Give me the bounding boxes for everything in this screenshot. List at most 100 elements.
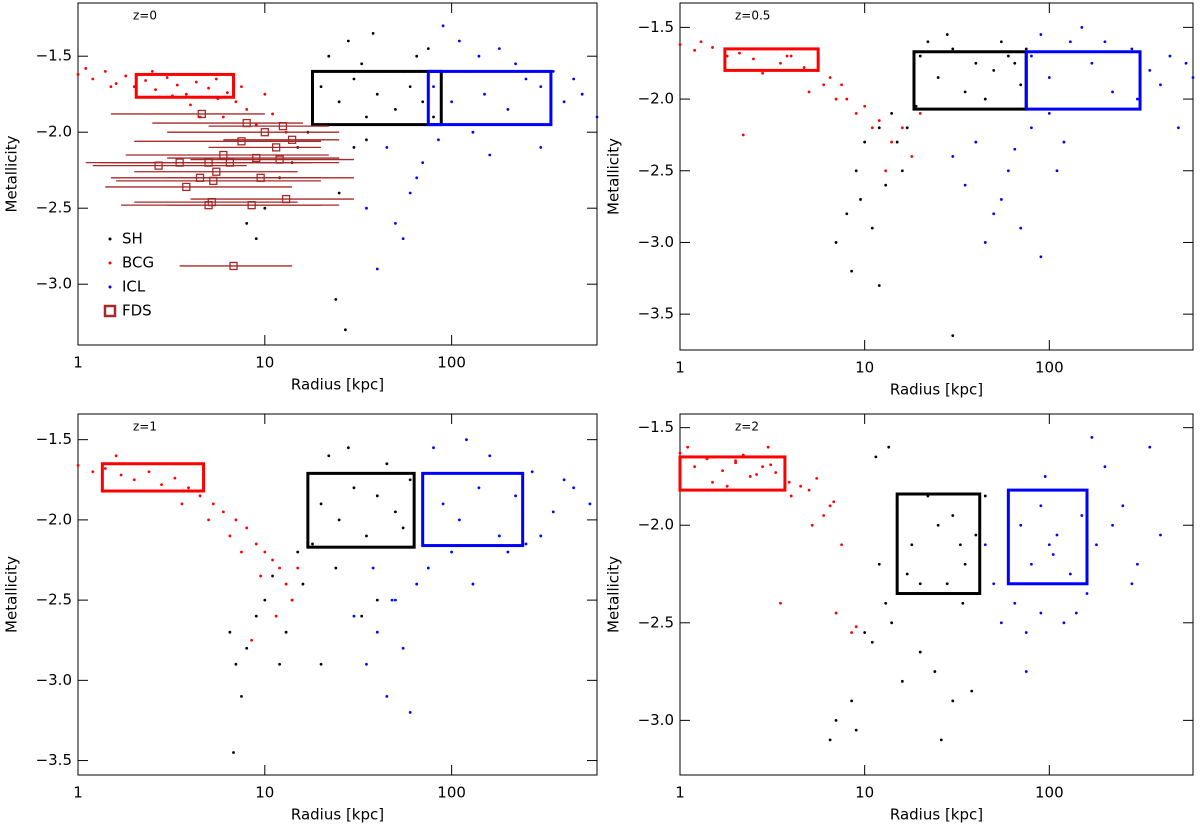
point (421, 100, 425, 104)
point (1039, 255, 1043, 259)
point (999, 40, 1003, 44)
point (311, 123, 314, 126)
point (245, 222, 249, 225)
point (1090, 436, 1094, 439)
point (748, 475, 752, 478)
point (959, 543, 962, 547)
point (234, 662, 238, 666)
point (1103, 465, 1107, 469)
point (785, 54, 789, 58)
point (900, 679, 904, 683)
legend-label: BCG (122, 254, 154, 272)
point (834, 718, 838, 722)
point (284, 582, 288, 586)
x-tick-label: 1 (675, 784, 685, 802)
range-box (1006, 488, 1089, 586)
x-axis-label: Radius [kpc] (291, 806, 384, 824)
point (1030, 562, 1033, 566)
point (884, 601, 888, 605)
point (103, 70, 107, 73)
point (738, 51, 741, 55)
point (1191, 76, 1195, 79)
point (1034, 582, 1038, 586)
point (375, 598, 379, 602)
x-tick-label: 10 (855, 359, 874, 377)
legend-symbol (108, 285, 112, 289)
point (232, 751, 235, 754)
point (375, 494, 379, 498)
point (910, 155, 914, 158)
point (352, 486, 356, 490)
y-tick-label: −3.0 (638, 233, 674, 251)
point (970, 689, 974, 693)
point (1184, 61, 1188, 65)
point (259, 574, 263, 578)
point (477, 486, 481, 490)
point (488, 153, 492, 157)
point (1030, 54, 1033, 58)
point (1013, 147, 1017, 151)
point (850, 269, 854, 273)
point (319, 502, 323, 506)
point (895, 140, 899, 144)
point (562, 478, 566, 482)
point (426, 566, 430, 570)
point (734, 461, 737, 465)
point (755, 473, 759, 476)
point (1168, 54, 1172, 58)
point (254, 123, 258, 126)
point (385, 146, 389, 149)
point (352, 146, 356, 149)
point (337, 518, 341, 522)
point (240, 85, 243, 88)
point (1047, 112, 1051, 115)
point (234, 518, 238, 522)
point (457, 518, 461, 522)
point (983, 241, 987, 244)
point (401, 70, 405, 73)
point (187, 486, 190, 490)
point (918, 112, 922, 115)
y-tick-label: −2.5 (638, 613, 674, 631)
point (766, 47, 770, 51)
point (741, 453, 745, 457)
legend-label: SH (122, 230, 143, 248)
panel-title: z=0.5 (735, 9, 770, 23)
point (432, 85, 435, 88)
point (334, 298, 338, 301)
point (290, 598, 294, 602)
fds-point (260, 128, 269, 137)
point (421, 161, 425, 165)
point (1103, 40, 1107, 44)
y-tick-label: −3.0 (638, 711, 674, 729)
fds-point (237, 137, 246, 146)
point (393, 222, 397, 225)
point (524, 77, 528, 81)
point (450, 100, 454, 104)
point (1024, 670, 1028, 673)
y-tick-label: −2.0 (638, 516, 674, 534)
fds-point (229, 261, 238, 271)
panel-title: z=1 (133, 420, 157, 434)
point (240, 694, 243, 698)
point (1019, 226, 1023, 230)
point (408, 191, 412, 195)
point (530, 470, 534, 474)
point (457, 39, 461, 43)
fds-point (287, 135, 297, 144)
point (850, 699, 854, 703)
point (1039, 611, 1043, 615)
point (789, 54, 793, 58)
point (890, 112, 894, 115)
point (850, 631, 854, 634)
point (539, 85, 543, 88)
point (393, 598, 397, 602)
point (344, 328, 347, 332)
point (114, 454, 118, 458)
point (365, 534, 368, 538)
point (114, 82, 118, 85)
y-tick-label: −2.5 (36, 591, 72, 609)
point (766, 445, 770, 449)
point (465, 70, 468, 73)
point (278, 662, 282, 666)
